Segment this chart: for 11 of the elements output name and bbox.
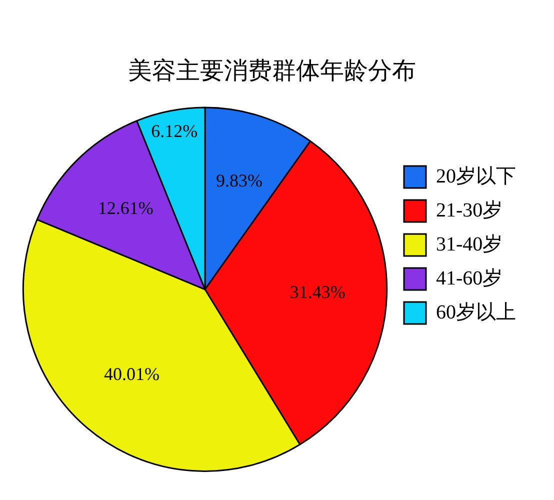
- legend-label: 41-60岁: [436, 267, 503, 290]
- legend-label: 20岁以下: [436, 165, 516, 188]
- data-label: 6.12%: [151, 121, 198, 142]
- data-label: 31.43%: [290, 282, 346, 302]
- chart-title: 美容主要消费群体年龄分布: [128, 58, 416, 85]
- data-label: 12.61%: [98, 198, 154, 218]
- legend-label: 31-40岁: [436, 233, 503, 256]
- legend-label: 21-30岁: [436, 199, 503, 222]
- data-label: 9.83%: [216, 170, 263, 191]
- data-label: 40.01%: [104, 364, 160, 384]
- legend-label: 60岁以上: [436, 301, 516, 324]
